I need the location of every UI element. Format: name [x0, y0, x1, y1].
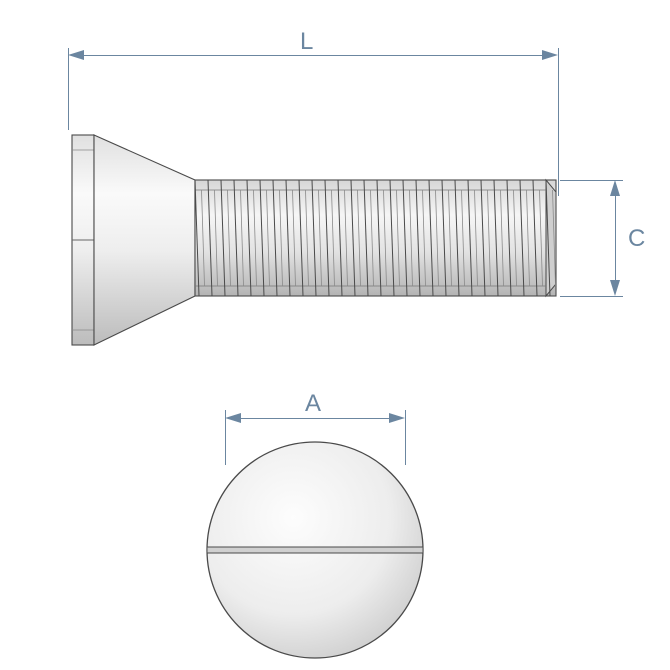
screw-front-view	[0, 0, 670, 670]
diagram-canvas: L C A	[0, 0, 670, 670]
head-slot	[207, 547, 423, 553]
